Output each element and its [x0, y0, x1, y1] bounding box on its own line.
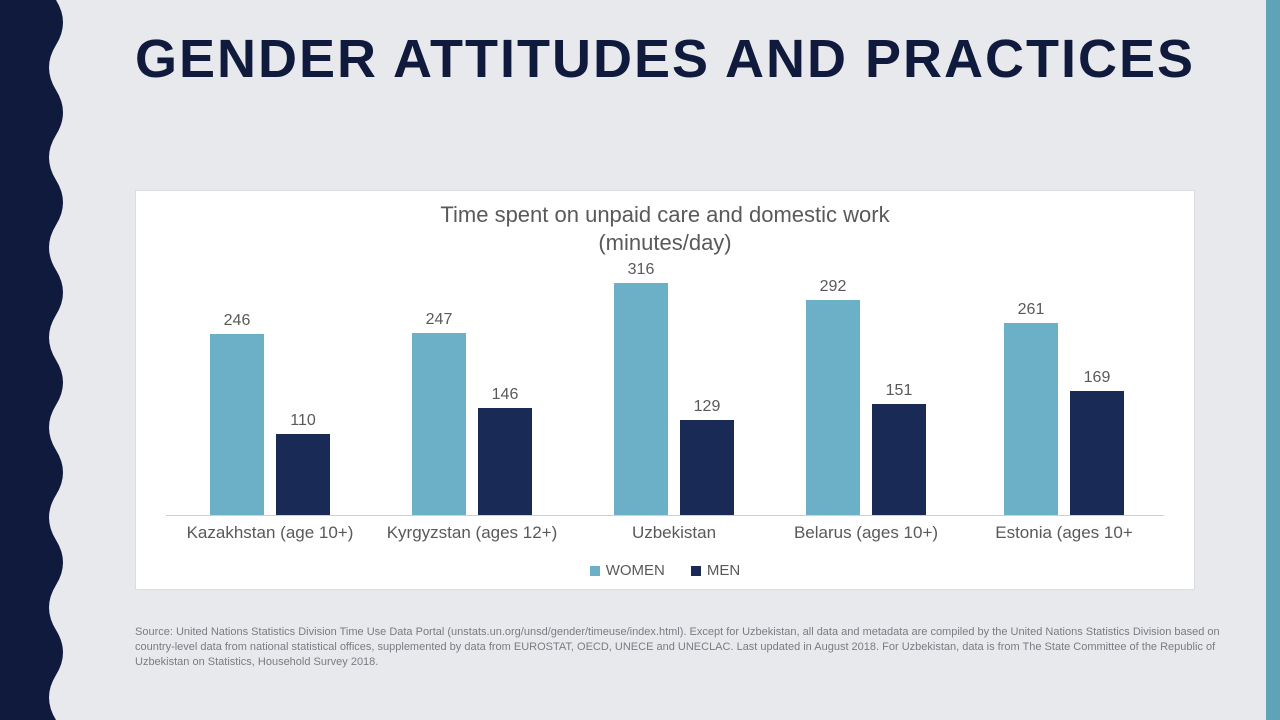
bar: 246	[210, 334, 264, 515]
bar-value-label: 151	[872, 382, 926, 400]
bar: 151	[872, 404, 926, 515]
bar-group: 247146Kyrgyzstan (ages 12+)	[382, 333, 562, 515]
bar: 261	[1004, 323, 1058, 515]
bar-value-label: 247	[412, 311, 466, 329]
chart-legend: WOMEN MEN	[136, 562, 1194, 579]
category-label: Belarus (ages 10+)	[766, 523, 966, 543]
chart-title-line1: Time spent on unpaid care and domestic w…	[440, 202, 889, 227]
legend-item: MEN	[691, 562, 740, 579]
bar: 169	[1070, 391, 1124, 515]
bar-value-label: 146	[478, 386, 532, 404]
source-note: Source: United Nations Statistics Divisi…	[135, 625, 1240, 670]
bar-group: 292151Belarus (ages 10+)	[776, 300, 956, 515]
bar-value-label: 261	[1004, 301, 1058, 319]
bar: 146	[478, 408, 532, 515]
legend-label: WOMEN	[606, 562, 665, 579]
bar: 129	[680, 420, 734, 515]
bar-value-label: 316	[614, 261, 668, 279]
bar-value-label: 246	[210, 312, 264, 330]
category-label: Kazakhstan (age 10+)	[170, 523, 370, 543]
legend-item: WOMEN	[590, 562, 665, 579]
legend-swatch	[590, 566, 600, 576]
category-label: Uzbekistan	[574, 523, 774, 543]
bar-value-label: 169	[1070, 369, 1124, 387]
bar-group: 246110Kazakhstan (age 10+)	[180, 334, 360, 515]
bar-group: 316129Uzbekistan	[584, 283, 764, 515]
bar: 110	[276, 434, 330, 515]
bar-value-label: 110	[276, 412, 330, 430]
legend-label: MEN	[707, 562, 740, 579]
bar-value-label: 129	[680, 398, 734, 416]
chart-card: Time spent on unpaid care and domestic w…	[135, 190, 1195, 590]
bar: 247	[412, 333, 466, 515]
bar: 316	[614, 283, 668, 515]
page-title: GENDER ATTITUDES AND PRACTICES	[135, 28, 1195, 90]
legend-swatch	[691, 566, 701, 576]
chart-title-line2: (minutes/day)	[598, 230, 731, 255]
left-wave-decoration	[0, 0, 78, 720]
bar: 292	[806, 300, 860, 515]
bar-value-label: 292	[806, 278, 860, 296]
chart-plot-area: 246110Kazakhstan (age 10+)247146Kyrgyzst…	[166, 266, 1164, 516]
category-label: Kyrgyzstan (ages 12+)	[372, 523, 572, 543]
category-label: Estonia (ages 10+	[964, 523, 1164, 543]
bar-group: 261169Estonia (ages 10+	[974, 323, 1154, 515]
right-accent-bar	[1266, 0, 1280, 720]
chart-title: Time spent on unpaid care and domestic w…	[136, 191, 1194, 256]
